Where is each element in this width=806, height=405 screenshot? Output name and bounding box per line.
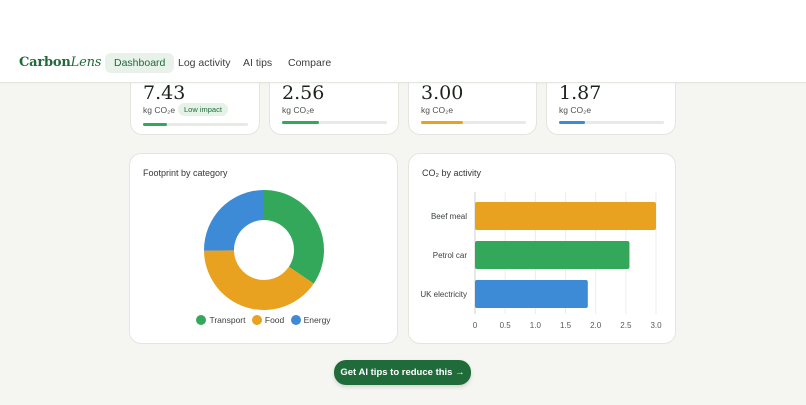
stat-unit: kg CO₂e — [559, 105, 592, 115]
stat-value: 7.43 — [143, 82, 186, 104]
get-ai-tips-button[interactable]: Get AI tips to reduce this → — [334, 360, 471, 385]
x-tick-label: 1.5 — [560, 321, 572, 330]
logo[interactable]: CarbonLens — [19, 55, 101, 70]
x-tick-label: 0.5 — [500, 321, 512, 330]
chart-legend: Transport Food Energy — [130, 315, 397, 325]
nav-tab-dashboard[interactable]: Dashboard — [105, 53, 175, 73]
stat-unit: kg CO₂e · — [143, 105, 181, 115]
progress-track — [282, 121, 387, 124]
x-tick-label: 3.0 — [650, 321, 662, 330]
legend-swatch — [251, 315, 262, 325]
progress-fill — [421, 121, 463, 124]
legend-item-energy: Energy — [290, 315, 331, 325]
progress-fill — [282, 121, 319, 124]
chart-title: CO₂ by activity — [422, 168, 482, 178]
activity-chart-card: CO₂ by activity 0 0.5 1.0 1.5 2.0 2.5 3.0 Beef … — [408, 153, 676, 344]
legend-swatch — [196, 315, 207, 325]
x-tick-label: 2.0 — [590, 321, 602, 330]
bar-chart: 0 0.5 1.0 1.5 2.0 2.5 3.0 Beef meal Petrol car UK… — [420, 192, 662, 330]
legend-item-food: Food — [251, 315, 285, 325]
legend-label: Food — [264, 315, 285, 325]
legend-item-transport: Transport — [196, 315, 246, 325]
stat-unit: kg CO₂e — [421, 105, 454, 115]
category-chart-card: Footprint by category Transport Food Ene… — [129, 153, 398, 344]
logo-text-italic: Lens — [70, 55, 102, 70]
progress-track — [421, 121, 526, 124]
bar-uk-electricity — [475, 280, 588, 308]
impact-badge: Low impact — [178, 103, 228, 116]
donut-slice-energy — [204, 190, 264, 251]
nav-tab-compare[interactable]: Compare — [288, 57, 332, 69]
stat-value: 3.00 — [421, 82, 464, 104]
y-category-label: Beef meal — [431, 212, 467, 221]
x-tick-label: 2.5 — [620, 321, 632, 330]
progress-fill — [559, 121, 586, 124]
donut-slice-food — [204, 250, 314, 310]
logo-text: Carbon — [19, 55, 71, 70]
donut-chart — [204, 190, 324, 310]
stat-value: 1.87 — [559, 82, 602, 104]
legend-label: Transport — [209, 315, 246, 325]
x-tick-label: 0 — [473, 321, 478, 330]
stat-unit: kg CO₂e — [282, 105, 315, 115]
navbar: CarbonLens Dashboard Log activity AI tip… — [0, 44, 806, 83]
chart-title: Footprint by category — [143, 168, 228, 178]
y-category-label: Petrol car — [433, 251, 468, 260]
bar-beef-meal — [475, 202, 656, 230]
stat-value: 2.56 — [282, 82, 325, 104]
progress-track — [559, 121, 664, 124]
legend-label: Energy — [303, 315, 331, 325]
nav-tab-ai-tips[interactable]: AI tips — [243, 57, 273, 69]
bar-petrol-car — [475, 241, 630, 269]
y-category-label: UK electricity — [420, 290, 467, 299]
donut-slice-transport — [264, 190, 324, 284]
progress-fill — [143, 123, 168, 126]
legend-swatch — [290, 315, 301, 325]
x-tick-label: 1.0 — [530, 321, 542, 330]
top-strip — [0, 0, 806, 44]
progress-track — [143, 123, 248, 126]
nav-tab-log-activity[interactable]: Log activity — [178, 57, 231, 69]
